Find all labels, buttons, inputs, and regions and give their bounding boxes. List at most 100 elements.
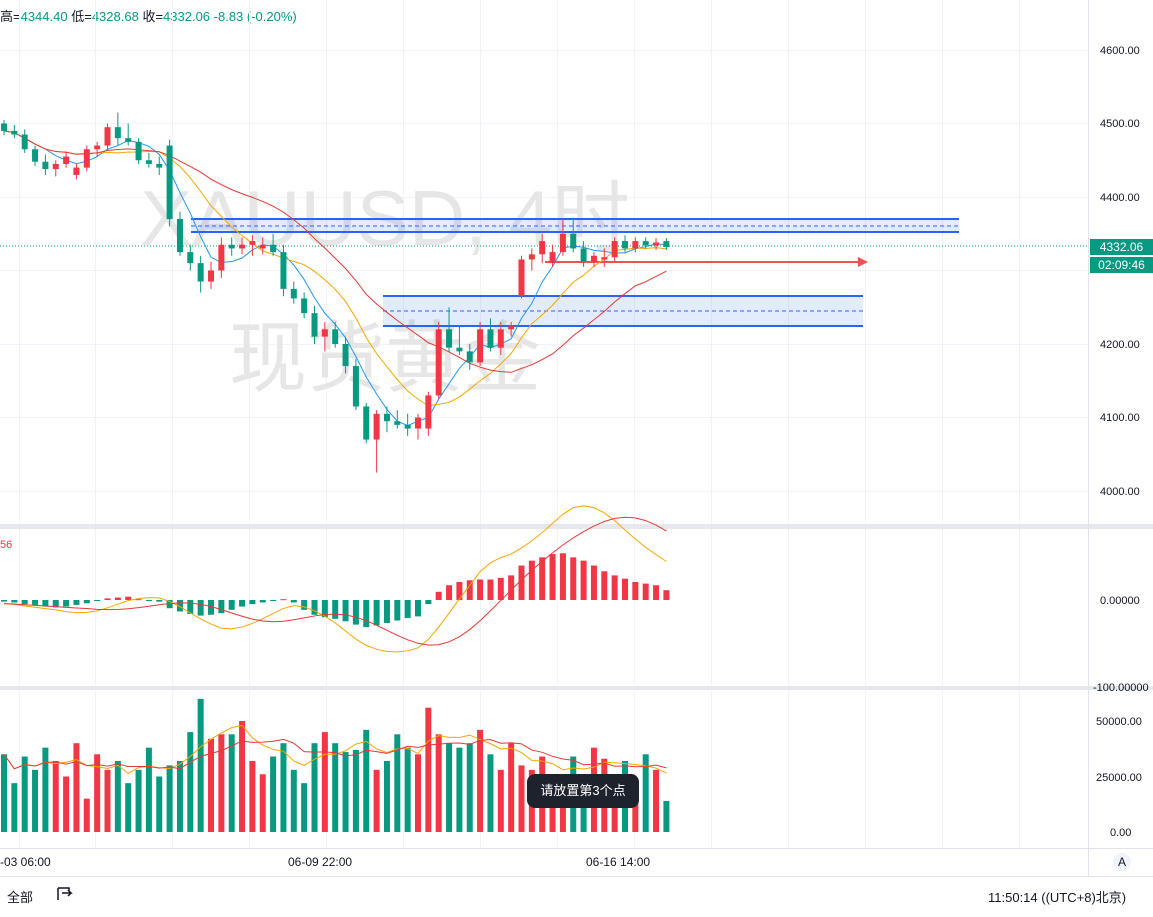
volume-bar [11,783,18,832]
macd-bar [176,600,183,612]
volume-bar [487,754,494,832]
bottom-toolbar [0,876,1153,917]
candle-body [52,163,59,170]
volume-bar [425,707,432,832]
resistance-zone[interactable] [191,218,959,233]
macd-bar [197,600,204,616]
candle-body [425,395,432,429]
low-label: 低= [71,9,92,24]
macd-bar [156,600,163,602]
target-arrow[interactable] [545,257,868,267]
volume-ma-5-line [3,724,667,774]
low-value: 4328.68 [91,9,139,24]
volume-ma-10-line [3,738,667,770]
range-all-button[interactable]: 全部 [7,890,34,905]
candle-body [73,167,80,175]
macd-dea-line [3,516,667,646]
pane-separator-macd[interactable] [0,524,1153,529]
candle-body [197,263,204,282]
candle-body [83,149,90,168]
volume-bar [363,729,370,832]
price-tick: 4000.00 [1100,486,1140,498]
support-zone[interactable] [383,295,863,327]
pane-separator-volume[interactable] [0,686,1153,690]
macd-bar [477,579,484,600]
macd-lines [3,505,667,653]
replay-button[interactable] [56,884,76,907]
macd-bar [342,600,349,622]
volume-bar [239,721,246,832]
candle-body [352,366,359,407]
candle-body [239,244,246,249]
candle-body [466,351,473,363]
macd-bar [249,600,256,605]
macd-bar [114,597,121,600]
macd-bar [601,571,608,600]
candle-body [363,406,370,440]
macd-histogram [1,553,670,628]
auto-scale-button[interactable]: A [1113,853,1131,871]
macd-bar [642,583,649,600]
macd-bar [73,600,80,605]
candle-body [1,123,7,131]
macd-bar [518,565,525,600]
volume-bar [435,734,442,832]
ohlc-legend: 高=4344.40 低=4328.68 收=4332.06 -8.83 (-0.… [0,6,297,25]
macd-bar [311,600,318,615]
volume-bar [446,743,453,832]
macd-bar [446,585,453,600]
macd-bar [435,591,442,600]
volume-bar [663,800,670,832]
replay-icon [57,887,73,900]
macd-bar [394,600,401,621]
candle-body [642,241,649,246]
volume-bar [187,732,194,832]
macd-bar [63,600,70,607]
candle-body [663,241,670,247]
volume-bar [311,743,318,832]
candle-body [518,259,525,297]
close-label: 收= [142,9,164,24]
ma-10-line [3,130,667,407]
macd-tick: -100.00000 [1093,682,1149,694]
volume-bar [73,743,80,832]
macd-bar [497,577,504,600]
candle-body [570,233,577,249]
macd-bar [1,600,7,602]
volume-bar [301,783,308,832]
volume-ma [3,724,667,774]
macd-bar [83,600,90,604]
candle-body [187,252,194,264]
price-axis[interactable]: 4600.00 4500.00 4400.00 4200.00 4100.00 … [1093,45,1149,839]
candle-body [42,161,49,170]
macd-bar [125,596,132,600]
volume-tick: 50000.00 [1096,716,1142,728]
time-axis[interactable]: -03 06:00 06-09 22:00 06-16 14:00 [0,855,650,869]
candle-body [539,241,546,255]
candle-body [446,329,453,348]
macd-bar [187,600,194,614]
macd-bar [321,600,328,618]
candle-body [11,130,18,135]
volume-bar [270,756,277,832]
volume-bar [135,769,142,832]
macd-bar [135,599,142,601]
change-value: -8.83 (-0.20%) [213,9,297,24]
candles [1,112,670,473]
macd-bar [549,554,556,600]
candle-body [270,244,277,253]
candle-body [456,347,463,352]
macd-bar [11,600,18,603]
candle-body [228,244,235,249]
volume-bar [104,769,111,832]
price-tick: 4200.00 [1100,339,1140,351]
volume-bar [518,765,525,832]
candle-body [487,329,494,348]
timezone-clock[interactable]: 11:50:14 ((UTC+8)北京) [988,890,1127,905]
macd-bar [580,560,587,600]
close-value: 4332.06 [163,9,211,24]
candle-body [156,163,163,168]
volume-bar [642,754,649,832]
candle-body [342,344,349,367]
